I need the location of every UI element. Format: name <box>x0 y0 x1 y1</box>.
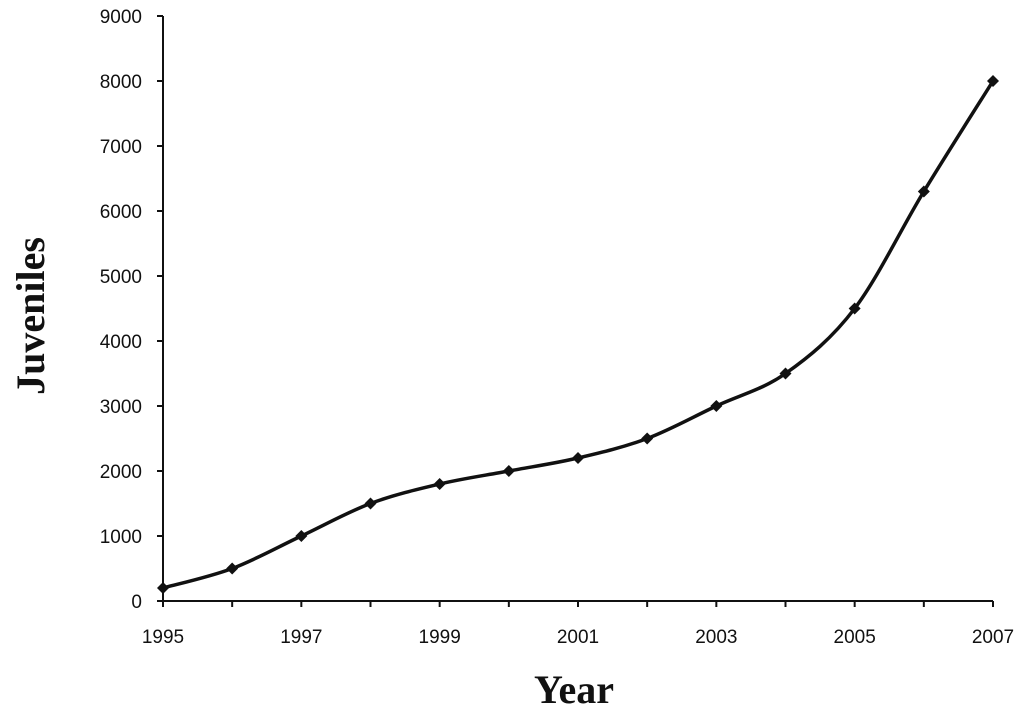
y-axis-ticks: 0 1000 2000 3000 4000 5000 6000 7000 8000 9000 <box>100 7 163 613</box>
x-tick-label: 1995 <box>142 627 184 648</box>
x-tick-label: 1999 <box>419 627 461 648</box>
y-tick-label: 6000 <box>100 202 142 223</box>
data-point-marker <box>710 400 723 412</box>
data-point-marker <box>848 302 861 315</box>
data-point-marker <box>917 185 930 198</box>
y-tick-label: 0 <box>131 592 142 613</box>
y-tick-label: 7000 <box>100 137 142 158</box>
x-tick-label: 2003 <box>695 627 737 648</box>
data-point-marker <box>641 432 654 445</box>
data-point-marker <box>364 497 377 510</box>
data-point-marker <box>295 530 308 542</box>
data-point-marker <box>779 367 792 380</box>
data-point-marker <box>157 582 169 594</box>
x-tick-label: 2007 <box>972 627 1014 648</box>
y-tick-label: 9000 <box>100 7 142 28</box>
y-tick-label: 2000 <box>100 462 142 483</box>
data-point-marker <box>433 478 446 490</box>
y-tick-label: 3000 <box>100 397 142 418</box>
data-point-marker <box>226 562 239 575</box>
y-tick-label: 8000 <box>100 72 142 93</box>
y-tick-label: 1000 <box>100 527 142 548</box>
y-tick-label: 5000 <box>100 267 142 288</box>
series-group <box>157 75 999 594</box>
y-tick-label: 4000 <box>100 332 142 353</box>
axes <box>162 16 993 602</box>
x-tick-label: 1997 <box>280 627 322 648</box>
x-axis-title: Year <box>534 667 614 712</box>
x-tick-label: 2001 <box>557 627 599 648</box>
data-point-marker <box>572 452 584 464</box>
x-axis-ticks: 1995 1997 1999 2001 2003 2005 2007 <box>142 601 1014 648</box>
data-point-marker <box>987 75 999 87</box>
x-tick-label: 2005 <box>834 627 876 648</box>
series-line <box>161 79 995 590</box>
y-axis-title: Juveniles <box>8 237 53 395</box>
data-point-marker <box>502 465 515 477</box>
